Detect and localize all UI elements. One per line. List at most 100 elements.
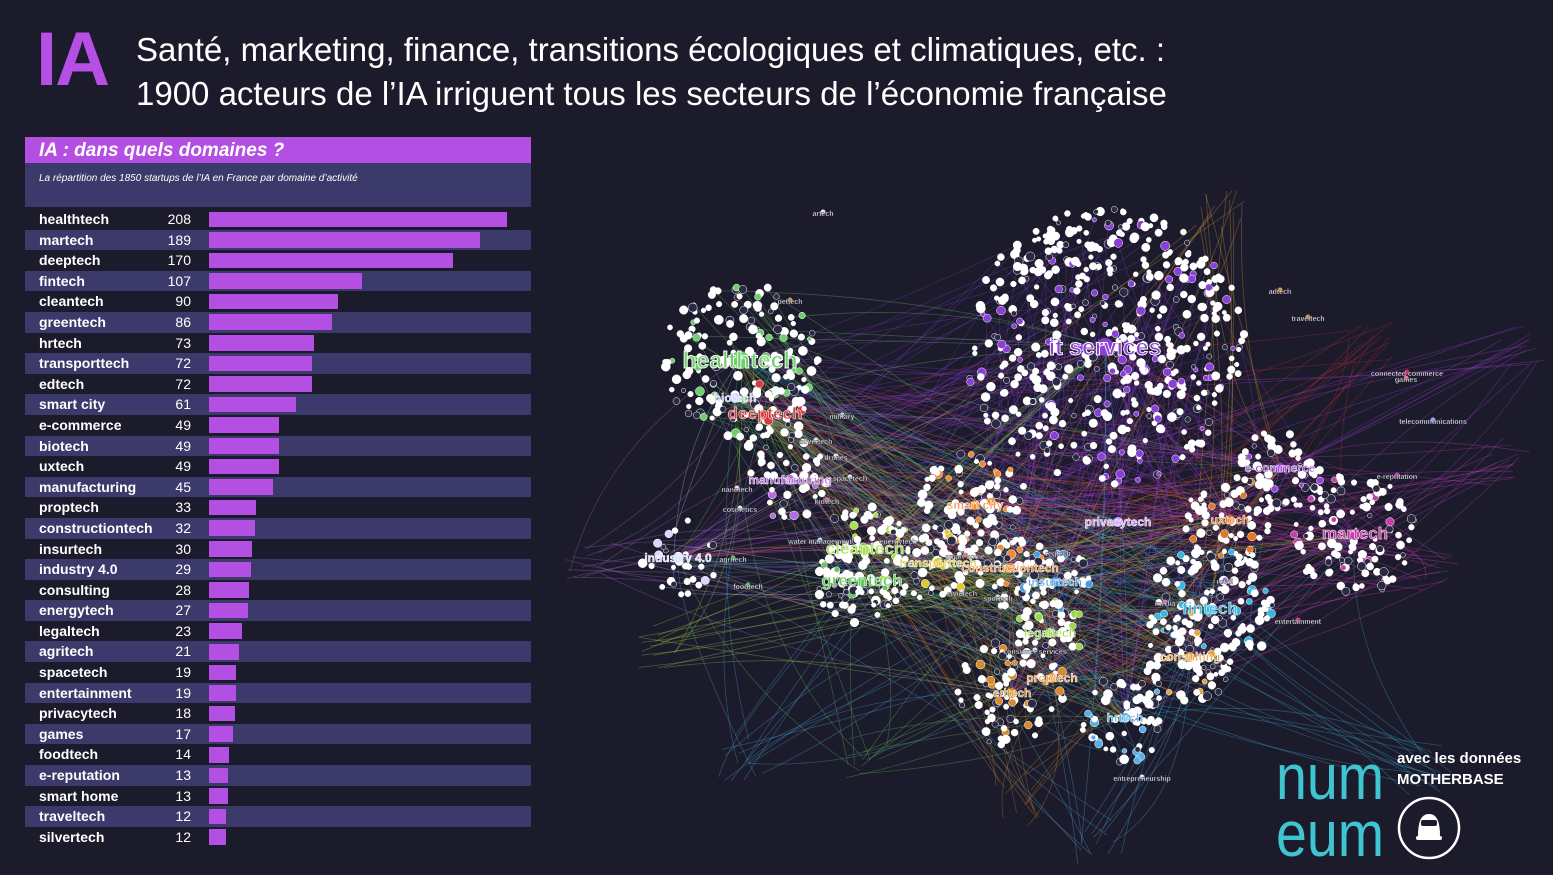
- network-edge: [974, 504, 1198, 612]
- startup-node: [1205, 341, 1211, 347]
- startup-node: [963, 570, 969, 576]
- startup-node: [1256, 641, 1267, 651]
- startup-node: [1001, 414, 1009, 423]
- startup-node: [1151, 290, 1161, 300]
- startup-node: [1246, 579, 1252, 585]
- startup-node: [769, 471, 779, 480]
- startup-node: [944, 529, 950, 535]
- startup-node: [1103, 746, 1109, 752]
- startup-node: [1161, 577, 1171, 587]
- startup-node: [1297, 502, 1303, 508]
- startup-node: [1173, 368, 1179, 375]
- bar-row: smart home 13: [25, 786, 531, 807]
- network-edge: [864, 549, 981, 584]
- network-edge: [985, 396, 1356, 536]
- startup-node: [1184, 416, 1191, 423]
- network-edge: [1051, 677, 1083, 844]
- startup-node: [1153, 688, 1160, 695]
- startup-node: [1018, 426, 1027, 435]
- bar-row: proptech 33: [25, 497, 531, 518]
- startup-node: [1157, 354, 1167, 364]
- startup-node: [990, 638, 1001, 648]
- category-label: foodtech: [39, 746, 99, 763]
- network-edge: [610, 542, 1191, 658]
- network-edge: [1124, 259, 1205, 719]
- startup-node: [1199, 549, 1205, 556]
- startup-node: [1394, 553, 1402, 561]
- startup-node: [1340, 564, 1347, 571]
- startup-node: [776, 451, 784, 459]
- startup-node: [954, 464, 964, 474]
- bar-row: transporttech 72: [25, 353, 531, 374]
- startup-node: [1041, 308, 1050, 317]
- startup-node: [1376, 545, 1384, 553]
- startup-node: [1290, 496, 1297, 503]
- startup-node: [1052, 330, 1062, 340]
- startup-node: [726, 319, 735, 328]
- startup-node: [1207, 623, 1214, 630]
- startup-node: [771, 373, 781, 383]
- startup-node: [1180, 228, 1187, 236]
- startup-node: [1302, 567, 1310, 575]
- startup-node: [1136, 306, 1146, 316]
- network-edge: [1034, 467, 1281, 736]
- network-edge: [775, 363, 1119, 523]
- startup-node: [787, 314, 795, 321]
- hub-node: [959, 589, 965, 595]
- network-hub-label: traveltech: [1291, 316, 1324, 323]
- network-edge: [1049, 266, 1194, 634]
- network-edge: [789, 479, 1154, 706]
- startup-node: [888, 540, 896, 547]
- startup-node: [1192, 551, 1200, 559]
- network-edge: [677, 232, 1159, 559]
- startup-node: [1201, 664, 1207, 670]
- startup-node: [1035, 421, 1044, 430]
- startup-node: [1156, 382, 1164, 390]
- network-edge: [639, 637, 1013, 694]
- startup-node: [648, 562, 655, 570]
- startup-node: [1095, 263, 1103, 271]
- startup-node: [982, 313, 992, 323]
- startup-node: [754, 404, 764, 414]
- network-edge: [677, 345, 1133, 559]
- network-edge: [677, 363, 1006, 559]
- network-labels: it serviceshealthtechdeeptechbiotechmart…: [644, 211, 1467, 783]
- category-label: agritech: [39, 643, 94, 660]
- network-edge: [1011, 337, 1390, 694]
- startup-node: [849, 511, 857, 519]
- network-hub-label: greentech: [821, 571, 902, 590]
- startup-node: [1088, 254, 1094, 260]
- network-edge: [789, 479, 1006, 788]
- value-label: 12: [175, 828, 191, 845]
- startup-node: [705, 304, 712, 312]
- bar: [209, 520, 255, 536]
- value-label: 45: [175, 478, 191, 495]
- startup-node: [1256, 534, 1263, 541]
- startup-node: [654, 550, 664, 560]
- startup-node: [1336, 473, 1344, 482]
- startup-node: [1233, 535, 1239, 542]
- network-edge: [765, 419, 1356, 536]
- network-edge: [1049, 273, 1194, 634]
- startup-node: [1336, 509, 1346, 519]
- startup-node: [739, 314, 749, 324]
- startup-node: [1228, 355, 1235, 362]
- startup-node: [1036, 236, 1042, 242]
- network-hub-label: civictech: [947, 591, 977, 598]
- network-edge: [587, 397, 736, 557]
- network-edge: [1209, 513, 1341, 611]
- startup-node: [943, 586, 952, 595]
- network-edge: [566, 550, 1056, 583]
- startup-node: [1326, 494, 1336, 504]
- startup-node: [1177, 377, 1185, 385]
- network-edge: [742, 289, 1013, 694]
- startup-node: [1021, 369, 1029, 377]
- startup-node: [773, 413, 780, 419]
- startup-node: [1113, 238, 1123, 248]
- startup-node: [1283, 468, 1290, 474]
- bar-row: uxtech 49: [25, 456, 531, 477]
- startup-node: [1117, 424, 1128, 435]
- network-hub-label: consumer services: [1003, 649, 1067, 656]
- category-label: hrtech: [39, 334, 82, 351]
- startup-node: [787, 444, 794, 450]
